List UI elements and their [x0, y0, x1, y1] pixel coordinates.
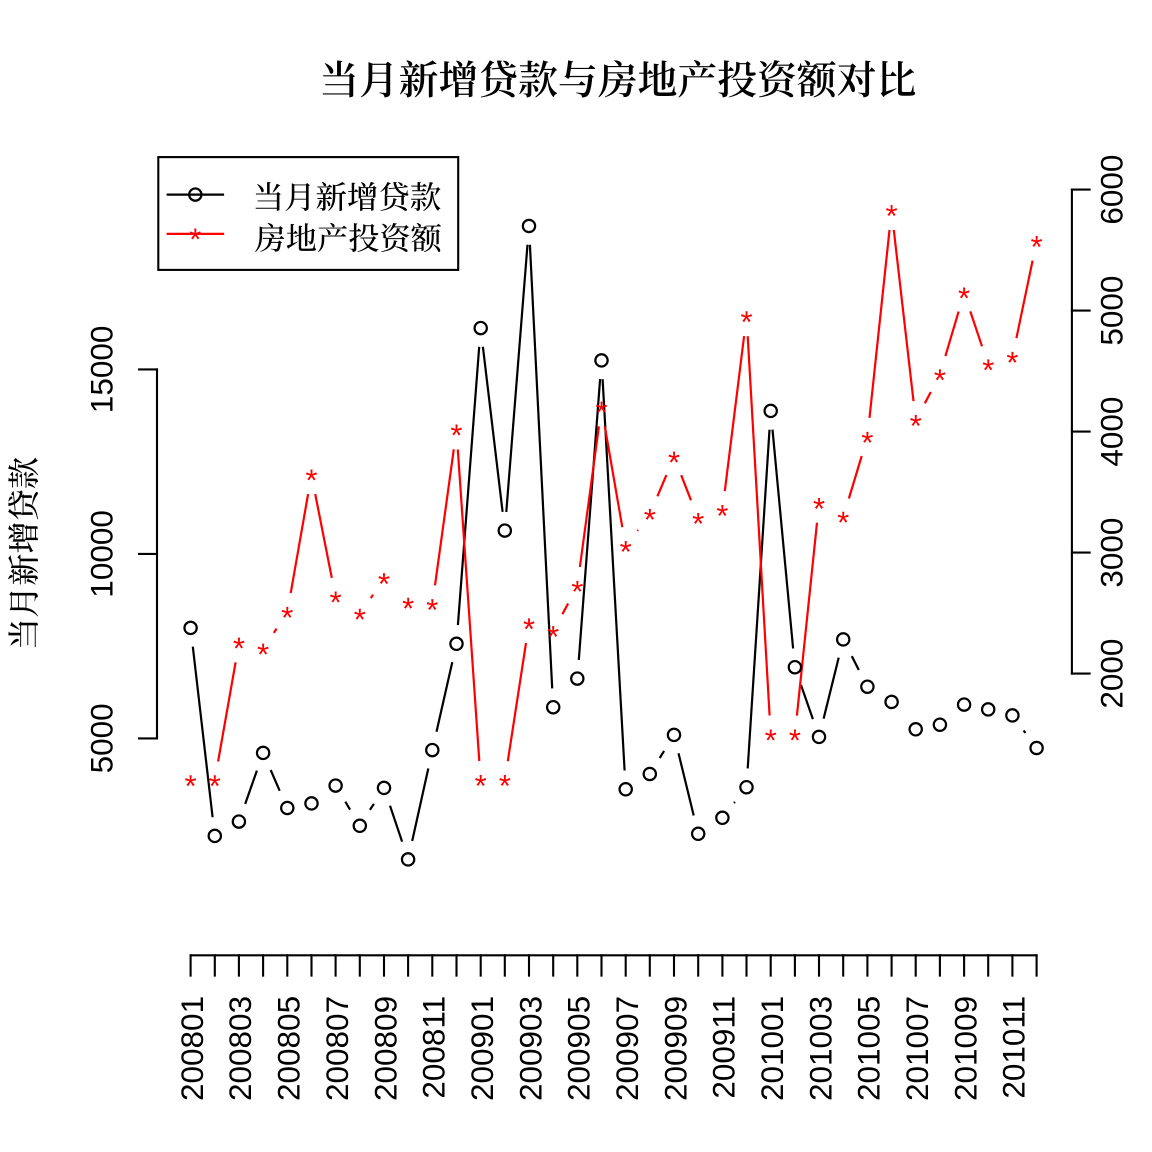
svg-text:201011: 201011 — [996, 996, 1032, 1099]
svg-text:200811: 200811 — [416, 996, 452, 1099]
svg-text:4000: 4000 — [1093, 397, 1129, 467]
svg-text:6000: 6000 — [1093, 155, 1129, 225]
svg-text:201009: 201009 — [947, 996, 983, 1101]
svg-text:200901: 200901 — [464, 996, 500, 1101]
svg-text:200905: 200905 — [561, 996, 597, 1101]
svg-text:2000: 2000 — [1093, 639, 1129, 709]
svg-text:201003: 201003 — [802, 996, 838, 1101]
svg-text:201001: 201001 — [754, 996, 790, 1101]
svg-text:200803: 200803 — [222, 996, 258, 1101]
svg-text:200807: 200807 — [319, 996, 355, 1101]
svg-text:10000: 10000 — [84, 510, 120, 598]
svg-text:201005: 201005 — [851, 996, 887, 1101]
svg-text:200801: 200801 — [174, 996, 210, 1101]
svg-text:200903: 200903 — [512, 996, 548, 1101]
svg-text:5000: 5000 — [1093, 276, 1129, 346]
svg-text:201007: 201007 — [899, 996, 935, 1101]
svg-text:15000: 15000 — [84, 326, 120, 414]
svg-text:200805: 200805 — [271, 996, 307, 1101]
svg-text:3000: 3000 — [1093, 518, 1129, 588]
svg-text:200907: 200907 — [609, 996, 645, 1101]
svg-text:200909: 200909 — [657, 996, 693, 1101]
svg-text:5000: 5000 — [84, 703, 120, 773]
svg-text:200809: 200809 — [367, 996, 403, 1101]
svg-text:200911: 200911 — [706, 996, 742, 1099]
